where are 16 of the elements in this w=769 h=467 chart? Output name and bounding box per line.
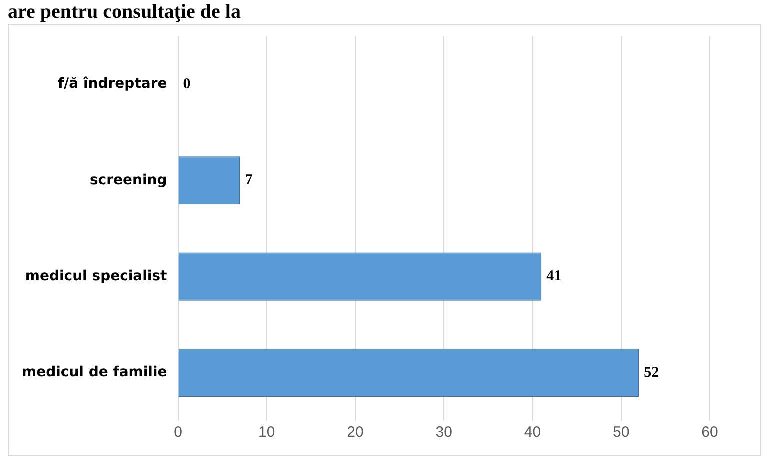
data-label: 7 [245, 172, 254, 188]
data-label: 0 [183, 76, 191, 92]
y-tick-label: medicul de familie [22, 364, 168, 381]
x-tick-label: 20 [347, 424, 364, 442]
data-label: 52 [644, 364, 660, 381]
y-tick-label: medicul specialist [25, 268, 168, 284]
x-tick-label: 60 [702, 424, 718, 442]
x-tick-label: 30 [436, 424, 452, 442]
chart-title: are pentru consultaţie de la [8, 0, 242, 24]
x-tick-label: 40 [524, 424, 542, 442]
x-tick-label: 0 [174, 424, 182, 442]
y-tick-label: f/ă îndreptare [58, 76, 168, 92]
x-tick-label: 10 [258, 424, 276, 442]
y-tick-label: screening [90, 172, 168, 188]
x-tick-label: 50 [613, 424, 630, 442]
data-label: 41 [546, 268, 562, 285]
